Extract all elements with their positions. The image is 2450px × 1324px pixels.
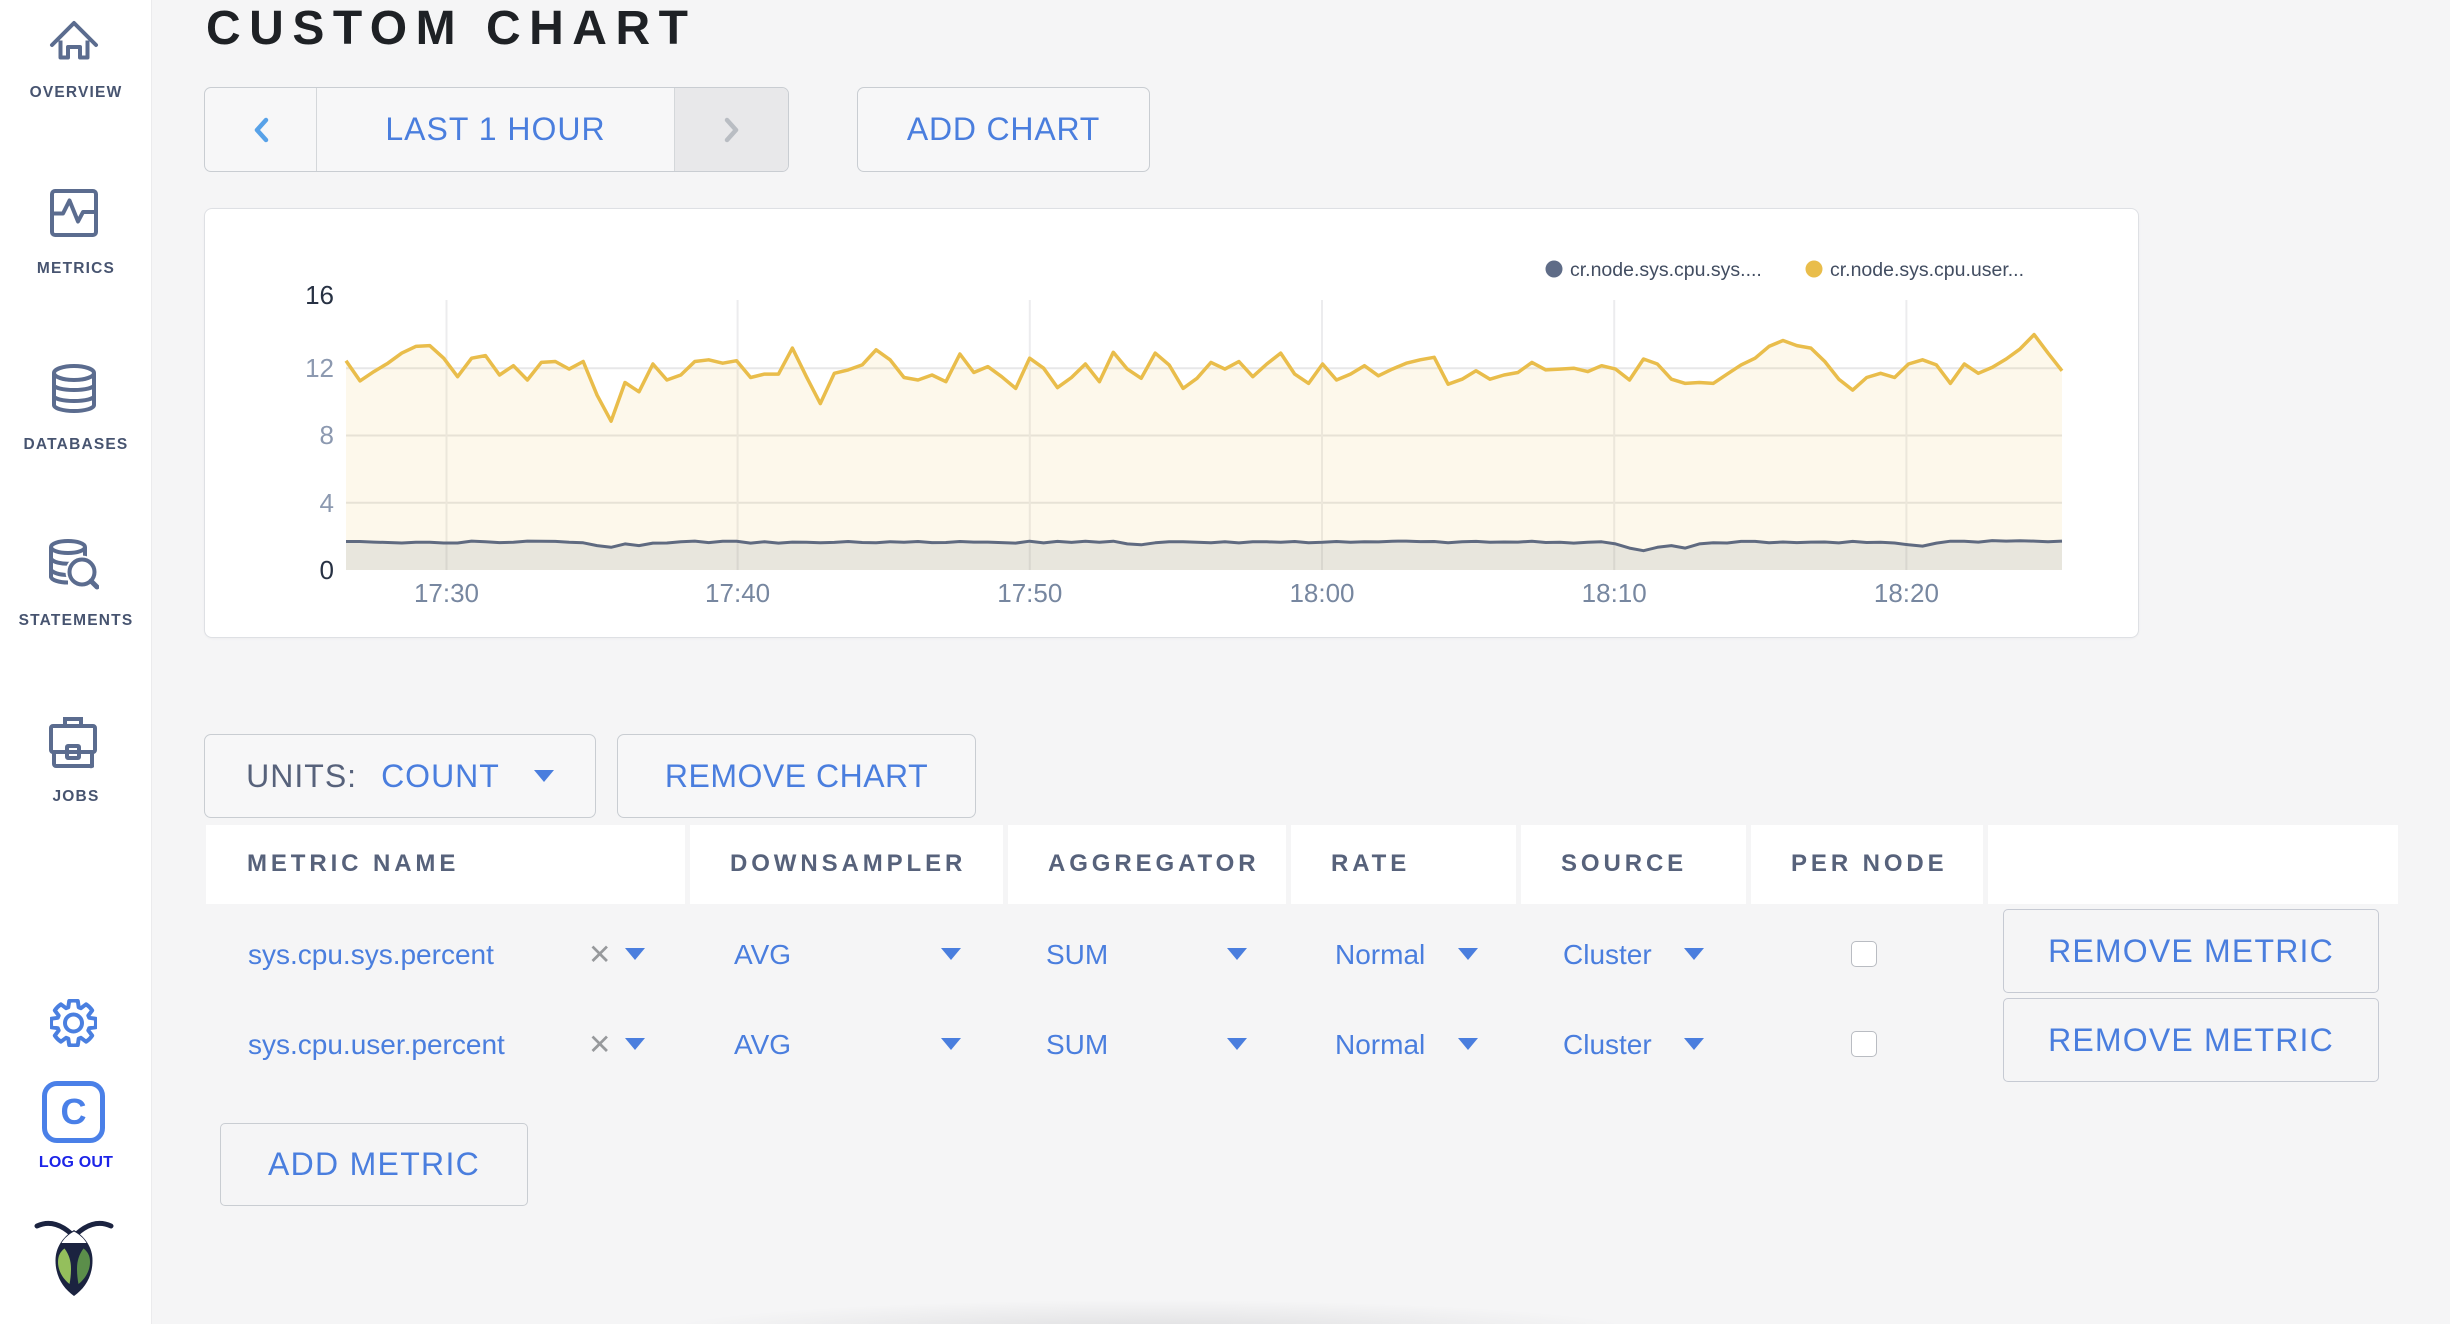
svg-text:12: 12: [305, 353, 334, 383]
svg-text:17:30: 17:30: [414, 578, 479, 608]
svg-text:cr.node.sys.cpu.sys....: cr.node.sys.cpu.sys....: [1570, 259, 1762, 281]
svg-text:17:40: 17:40: [705, 578, 770, 608]
svg-text:cr.node.sys.cpu.user...: cr.node.sys.cpu.user...: [1830, 259, 2024, 281]
svg-text:16: 16: [305, 280, 334, 310]
svg-text:4: 4: [320, 488, 334, 518]
svg-text:18:20: 18:20: [1874, 578, 1939, 608]
svg-text:18:00: 18:00: [1289, 578, 1354, 608]
svg-text:18:10: 18:10: [1582, 578, 1647, 608]
svg-text:0: 0: [320, 555, 334, 585]
svg-text:8: 8: [320, 420, 334, 450]
svg-text:17:50: 17:50: [997, 578, 1062, 608]
